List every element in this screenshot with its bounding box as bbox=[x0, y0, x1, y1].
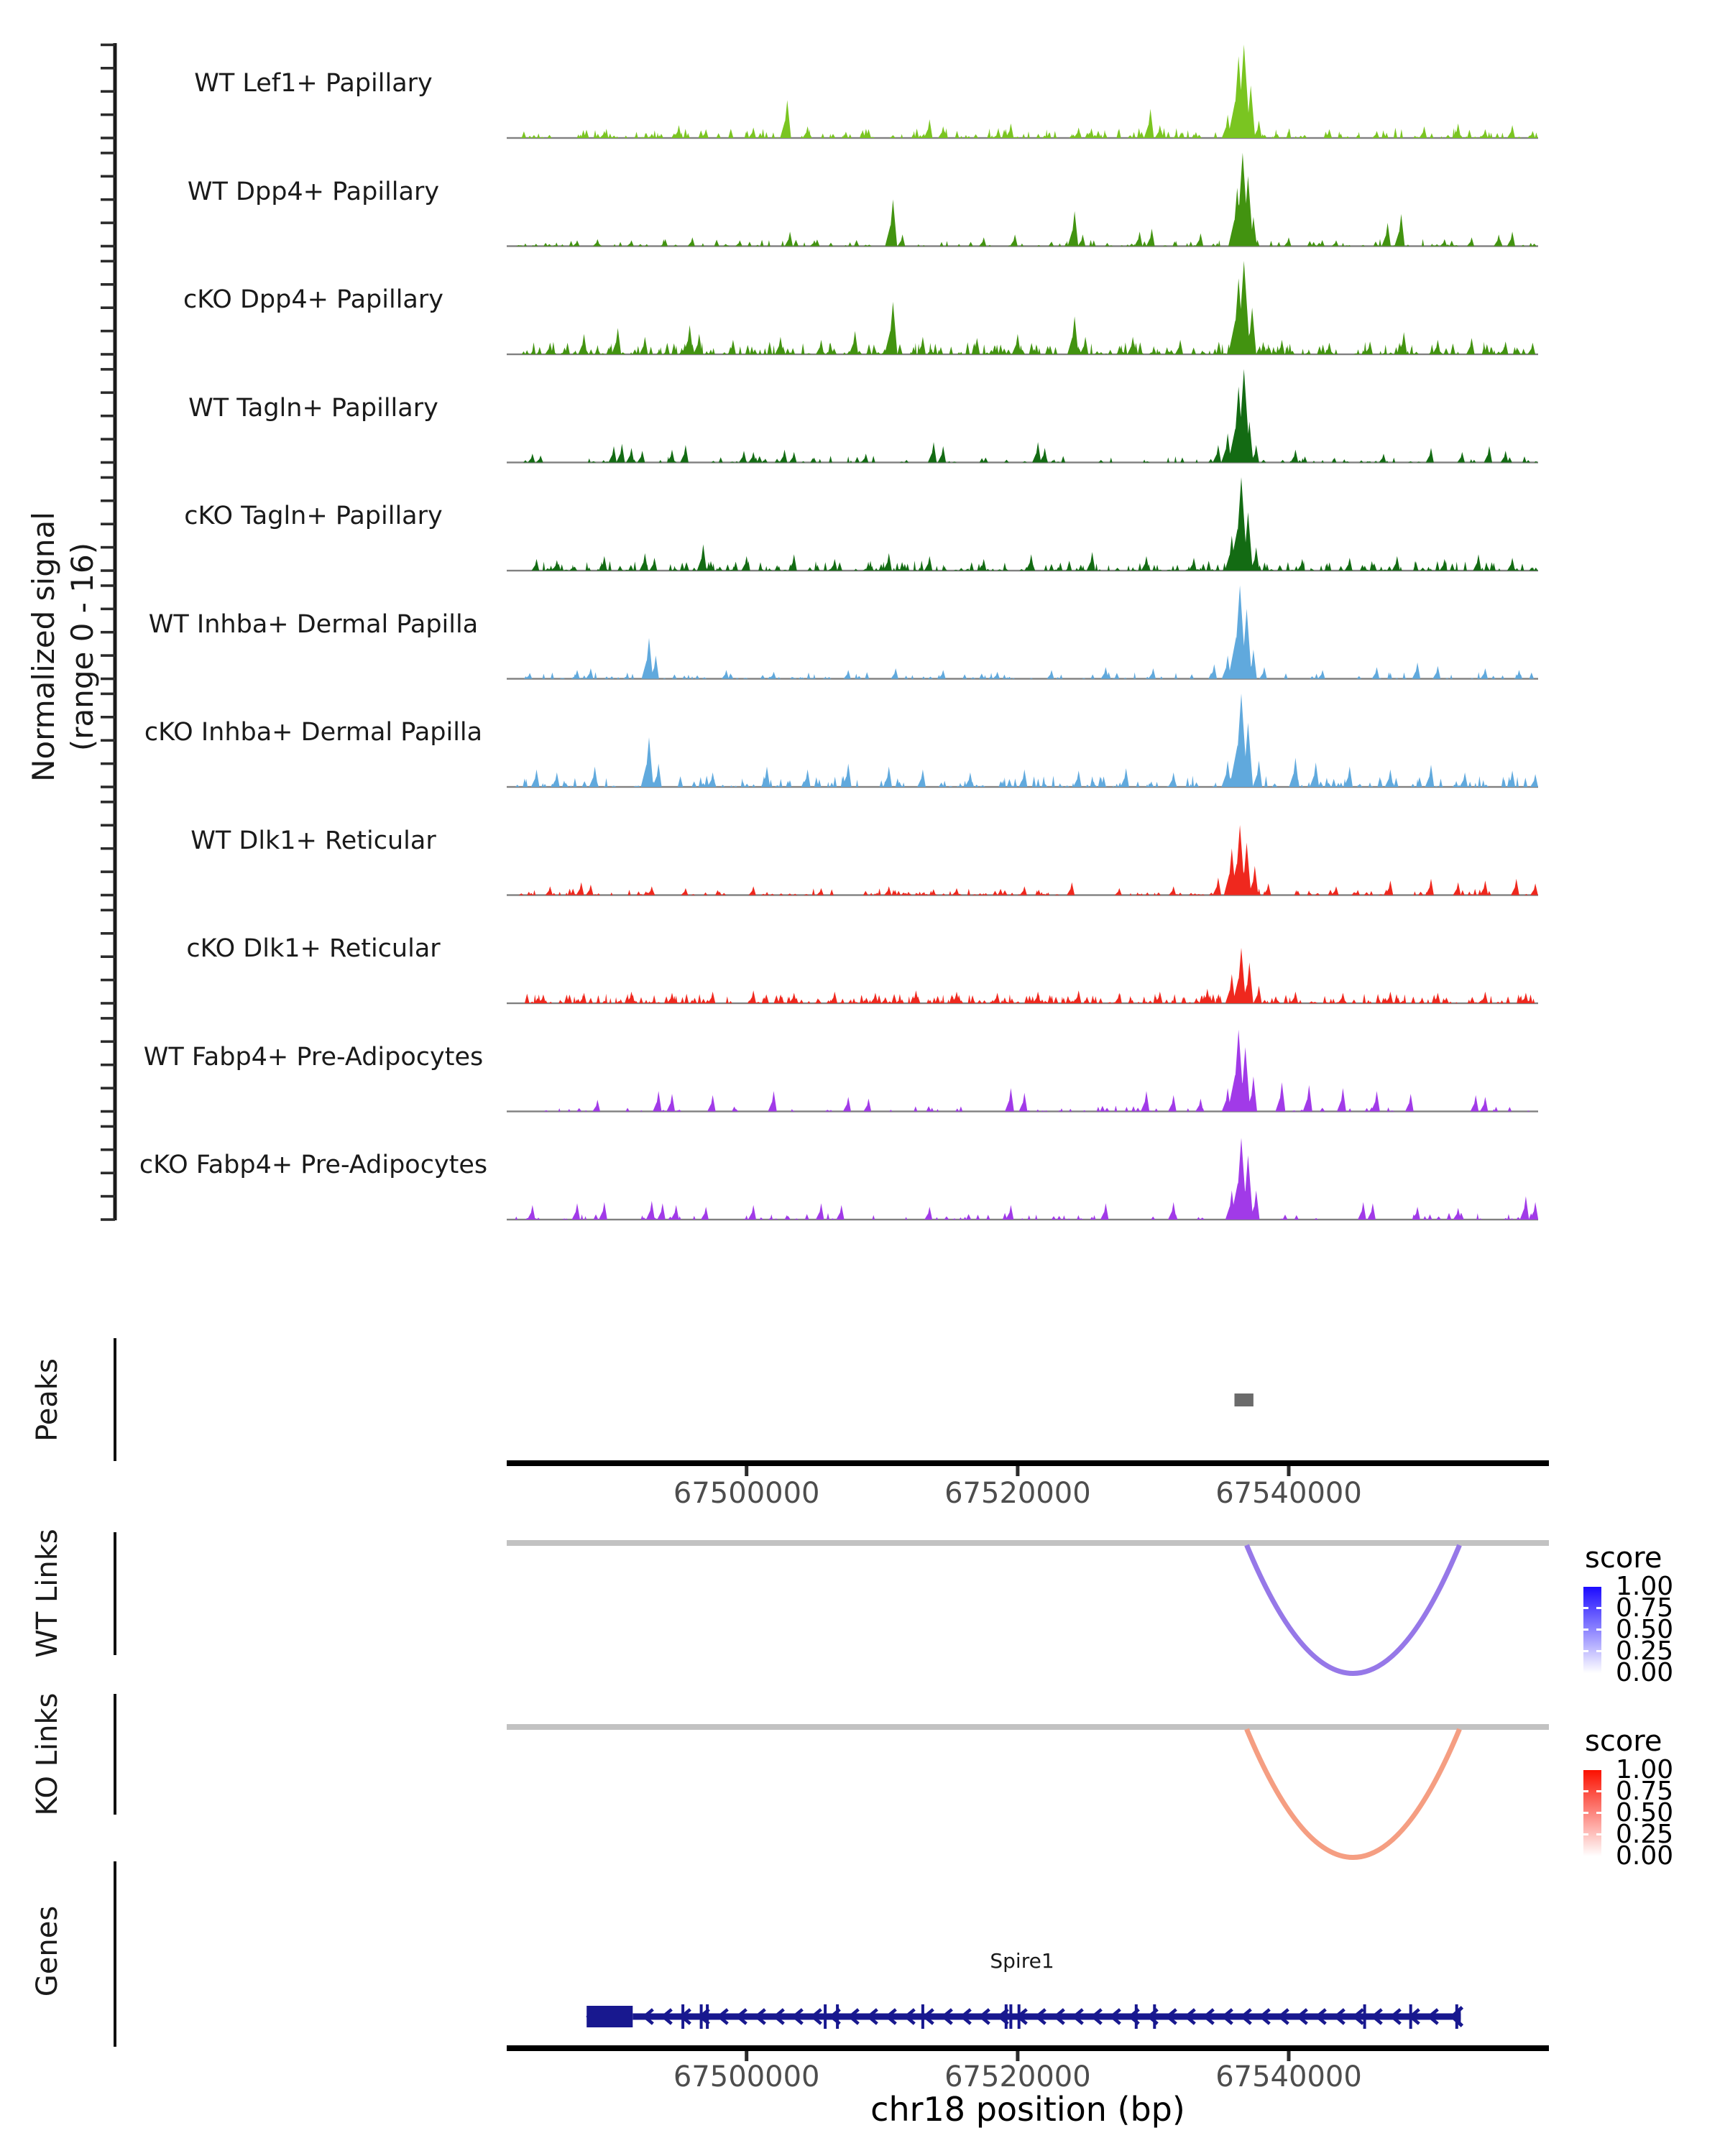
signal-track-3 bbox=[507, 369, 1538, 464]
wt-legend-label: 0.50 bbox=[1616, 1615, 1674, 1644]
signal-track-10 bbox=[507, 1138, 1539, 1221]
section-label-wt-links: WT Links bbox=[31, 1529, 64, 1658]
axis-tick-label: 67500000 bbox=[673, 1477, 820, 1510]
track-label: WT Dlk1+ Reticular bbox=[190, 826, 436, 855]
signal-track-8 bbox=[507, 947, 1538, 1005]
signal-track-1 bbox=[507, 152, 1538, 247]
ko-legend-gradient-bar bbox=[1583, 1770, 1601, 1856]
wt-links-panel bbox=[507, 1540, 1549, 1676]
signal-track-6 bbox=[507, 694, 1538, 788]
section-label-genes: Genes bbox=[31, 1905, 64, 1997]
ko-legend-label: 0.00 bbox=[1616, 1841, 1674, 1871]
signal-track-7 bbox=[507, 825, 1538, 896]
ko-links-panel bbox=[507, 1724, 1549, 1860]
genes-genome-axis bbox=[507, 2045, 1549, 2061]
track-label: WT Inhba+ Dermal Papilla bbox=[148, 609, 479, 639]
y-axis-label-line1: Normalized signal bbox=[26, 512, 61, 782]
wt-legend-gradient-bar bbox=[1583, 1587, 1601, 1673]
track-label: WT Fabp4+ Pre-Adipocytes bbox=[143, 1042, 484, 1072]
signal-track-9 bbox=[507, 1029, 1538, 1112]
track-label: cKO Tagln+ Papillary bbox=[184, 502, 443, 530]
track-label: WT Tagln+ Papillary bbox=[188, 393, 438, 423]
wt-links-bracket bbox=[114, 1532, 116, 1655]
axis-tick-label: 67520000 bbox=[944, 1477, 1091, 1510]
wt-legend-title: score bbox=[1585, 1542, 1662, 1575]
signal-track-2 bbox=[507, 261, 1538, 356]
signal-track-0 bbox=[507, 45, 1538, 139]
wt-legend-label: 0.75 bbox=[1616, 1593, 1674, 1623]
ko-legend-label: 0.25 bbox=[1616, 1820, 1674, 1849]
signal-track-5 bbox=[507, 585, 1538, 680]
track-label: cKO Fabp4+ Pre-Adipocytes bbox=[139, 1151, 488, 1179]
gene-name-label: Spire1 bbox=[990, 1949, 1054, 1973]
axis-tick-label: 67500000 bbox=[673, 2060, 820, 2093]
peaks-bracket bbox=[114, 1338, 116, 1461]
track-label: WT Lef1+ Papillary bbox=[194, 69, 433, 98]
axis-tick-label: 67540000 bbox=[1215, 2060, 1362, 2093]
ko-legend-title: score bbox=[1585, 1725, 1662, 1758]
ko-legend-label: 0.50 bbox=[1616, 1798, 1674, 1828]
axis-tick-label: 67520000 bbox=[944, 2060, 1091, 2093]
signal-track-4 bbox=[507, 477, 1538, 572]
signal-y-axis bbox=[101, 43, 117, 1221]
track-label: cKO Dlk1+ Reticular bbox=[186, 934, 441, 963]
gene-model-spire1 bbox=[586, 2004, 1464, 2029]
ko-legend-label: 1.00 bbox=[1616, 1755, 1674, 1784]
genes-bracket bbox=[114, 1861, 116, 2047]
section-label-peaks: Peaks bbox=[31, 1358, 64, 1442]
track-label: cKO Inhba+ Dermal Papilla bbox=[144, 718, 483, 747]
wt-legend-label: 0.00 bbox=[1616, 1658, 1674, 1687]
track-label: cKO Dpp4+ Papillary bbox=[183, 285, 443, 314]
track-label: WT Dpp4+ Papillary bbox=[187, 177, 440, 206]
x-axis-title: chr18 position (bp) bbox=[870, 2090, 1185, 2129]
ko-legend-label: 0.75 bbox=[1616, 1777, 1674, 1806]
ko-links-bracket bbox=[114, 1694, 116, 1815]
peaks-genome-axis bbox=[507, 1460, 1549, 1476]
wt-legend-label: 1.00 bbox=[1616, 1572, 1674, 1601]
wt-legend-label: 0.25 bbox=[1616, 1636, 1674, 1666]
axis-tick-label: 67540000 bbox=[1215, 1477, 1362, 1510]
section-label-ko-links: KO Links bbox=[31, 1692, 64, 1816]
peak-interval bbox=[1234, 1393, 1254, 1406]
